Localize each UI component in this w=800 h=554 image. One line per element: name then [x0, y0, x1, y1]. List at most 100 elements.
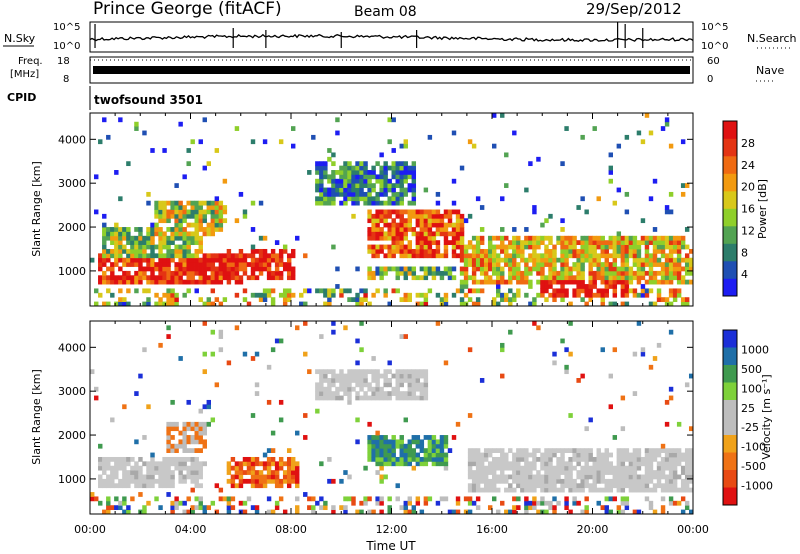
heatmap-cell	[664, 270, 670, 276]
heatmap-cell	[218, 200, 224, 206]
heatmap-cell	[134, 227, 139, 232]
heatmap-cell	[106, 279, 111, 285]
heatmap-cell	[512, 461, 517, 467]
heatmap-cell	[556, 478, 561, 484]
heatmap-cell	[347, 183, 352, 188]
heatmap-cell	[528, 465, 533, 471]
heatmap-cell	[624, 483, 630, 489]
heatmap-cell	[106, 301, 111, 307]
heatmap-cell	[254, 266, 260, 272]
heatmap-cell	[371, 227, 376, 232]
heatmap-cell	[636, 262, 642, 267]
heatmap-cell	[419, 301, 425, 307]
heatmap-cell	[383, 170, 388, 175]
heatmap-cell	[274, 505, 280, 511]
heatmap-cell	[403, 248, 408, 254]
heatmap-cell	[524, 461, 529, 467]
heatmap-cell	[395, 275, 400, 281]
heatmap-cell	[166, 248, 171, 254]
heatmap-cell	[596, 292, 601, 298]
heatmap-cell	[355, 360, 360, 366]
heatmap-cell	[668, 292, 674, 298]
heatmap-cell	[198, 505, 203, 511]
heatmap-cell	[194, 218, 199, 224]
heatmap-cell	[286, 483, 292, 489]
heatmap-cell	[371, 170, 376, 175]
heatmap-cell	[668, 448, 674, 453]
heatmap-cell	[600, 301, 605, 307]
heatmap-cell	[278, 248, 284, 254]
heatmap-cell	[359, 369, 364, 375]
nsky-trace	[89, 33, 694, 43]
heatmap-cell	[315, 165, 320, 171]
heatmap-cell	[516, 244, 521, 250]
heatmap-cell	[266, 470, 272, 475]
heatmap-cell	[387, 196, 392, 202]
heatmap-cell	[359, 178, 364, 184]
heatmap-cell	[431, 443, 437, 449]
heatmap-cell	[234, 292, 240, 298]
heatmap-cell	[286, 266, 292, 272]
heatmap-cell	[568, 470, 573, 475]
heatmap-cell	[536, 470, 541, 475]
heatmap-cell	[234, 275, 240, 281]
heatmap-cell	[331, 509, 336, 515]
heatmap-cell	[411, 231, 417, 237]
heatmap-cell	[162, 205, 167, 210]
heatmap-cell	[206, 205, 211, 210]
heatmap-cell	[512, 262, 517, 267]
heatmap-cell	[411, 465, 417, 471]
heatmap-cell	[620, 288, 626, 294]
heatmap-cell	[439, 461, 445, 467]
heatmap-cell	[500, 474, 505, 480]
heatmap-cell	[291, 456, 296, 462]
heatmap-cell	[524, 500, 529, 506]
heatmap-cell	[367, 270, 372, 276]
heatmap-cell	[568, 235, 573, 241]
heatmap-cell	[580, 474, 585, 480]
heatmap-cell	[258, 200, 264, 206]
heatmap-cell	[431, 275, 437, 281]
heatmap-cell	[174, 456, 179, 462]
heatmap-cell	[676, 421, 682, 427]
heatmap-cell	[552, 244, 557, 250]
heatmap-cell	[403, 165, 408, 171]
heatmap-cell	[138, 470, 143, 475]
heatmap-cell	[98, 443, 103, 449]
heatmap-cell	[487, 275, 493, 281]
heatmap-cell	[206, 222, 211, 228]
heatmap-cell	[158, 297, 163, 303]
heatmap-cell	[162, 461, 167, 467]
heatmap-cell	[150, 465, 155, 471]
heatmap-cell	[343, 509, 348, 515]
heatmap-cell	[178, 461, 183, 467]
heatmap-cell	[102, 248, 107, 254]
heatmap-cell	[532, 452, 537, 458]
heatmap-cell	[660, 461, 666, 467]
heatmap-cell	[363, 369, 368, 375]
heatmap-cell	[572, 496, 577, 502]
heatmap-cell	[367, 170, 372, 175]
heatmap-cell	[407, 373, 412, 379]
heatmap-cell	[411, 505, 417, 511]
heatmap-cell	[467, 413, 473, 418]
heatmap-cell	[182, 500, 187, 506]
freq-tick-bottom: 8	[63, 74, 69, 85]
heatmap-cell	[492, 297, 497, 303]
heatmap-cell	[379, 183, 384, 188]
heatmap-cell	[640, 351, 646, 357]
heatmap-cell	[516, 470, 521, 475]
heatmap-cell	[182, 248, 187, 254]
heatmap-cell	[455, 231, 461, 237]
heatmap-cell	[214, 148, 220, 153]
heatmap-cell	[254, 474, 260, 480]
heatmap-cell	[536, 279, 541, 285]
heatmap-cell	[512, 505, 517, 511]
heatmap-cell	[190, 235, 195, 241]
heatmap-cell	[250, 248, 256, 254]
heatmap-cell	[572, 262, 577, 267]
heatmap-cell	[210, 266, 216, 272]
heatmap-cell	[475, 266, 481, 272]
heatmap-cell	[218, 329, 224, 335]
heatmap-cell	[544, 297, 549, 303]
